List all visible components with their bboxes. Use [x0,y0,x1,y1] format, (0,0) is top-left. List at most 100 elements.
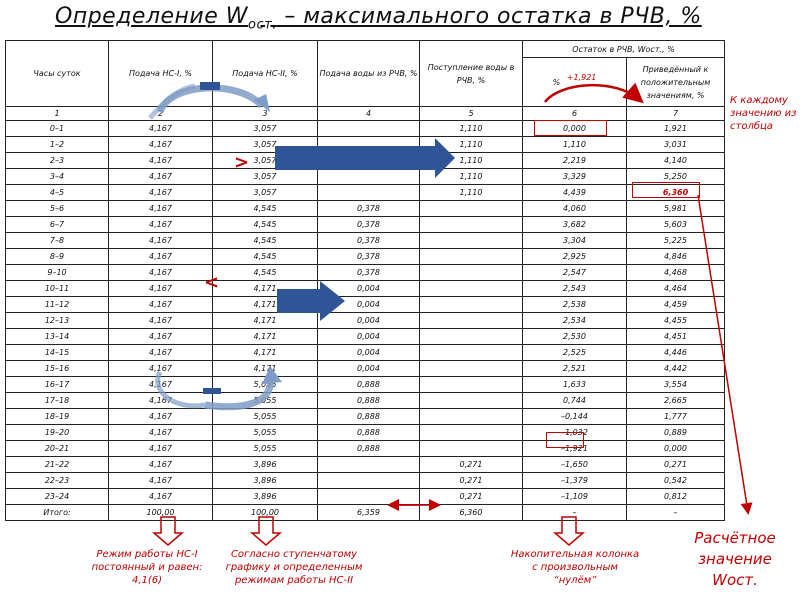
table-row: 11–12 4,167 4,171 0,004 2,538 4,459 [5,296,726,313]
supply-cell: 0,888 [317,392,420,409]
supply-cell [317,184,420,201]
remainder-cell: 2,530 [522,328,627,345]
note-result: Расчётное значение Wост. [694,529,776,589]
column-number: 1 [5,106,109,121]
inflow-cell [419,328,523,345]
total-remainder-cell: – [522,504,627,521]
supply-cell [317,152,420,169]
table-row: 7–8 4,167 4,545 0,378 3,304 5,225 [5,232,726,249]
remainder-cell: 2,525 [522,344,627,361]
ns2-cell: 4,171 [212,280,318,297]
hours-cell: 10–11 [5,280,109,297]
ns1-cell: 4,167 [108,184,213,201]
supply-cell: 0,378 [317,248,420,265]
normalized-cell: 5,225 [625,232,726,249]
hours-cell: 21–22 [5,456,109,473]
table-row: 8–9 4,167 4,545 0,378 2,925 4,846 [5,248,726,265]
column-number: 5 [419,106,523,121]
hours-cell: 22–23 [5,472,109,489]
inflow-cell [419,408,523,425]
inflow-cell [419,312,523,329]
ns2-cell: 5,055 [212,424,318,441]
remainder-cell: –1,379 [522,472,627,489]
col6-offset: +1,921 [566,72,597,82]
header-ns1: Подача НС-I, % [108,40,213,107]
ns2-cell: 3,057 [212,136,318,153]
ns2-cell: 4,545 [212,216,318,233]
supply-cell: 0,378 [317,200,420,217]
ns1-cell: 4,167 [108,168,213,185]
hours-cell: 0–1 [5,120,109,137]
ns2-cell: 4,171 [212,360,318,377]
ns2-cell: 4,545 [212,200,318,217]
supply-cell: 0,888 [317,440,420,457]
normalized-cell: 0,812 [625,488,726,505]
table-row: 2–3 4,167 3,057 1,110 2,219 4,140 [5,152,726,169]
inflow-cell: 1,110 [419,136,523,153]
supply-cell: 0,378 [317,264,420,281]
minus-sign-bottom [203,388,221,394]
table-row: 17–18 4,167 5,055 0,888 0,744 2,665 [5,392,726,409]
ns1-cell: 4,167 [108,440,213,457]
table-row: 3–4 4,167 3,057 1,110 3,329 5,250 [5,168,726,185]
hours-cell: 8–9 [5,248,109,265]
total-ns2-cell: 100,00 [212,504,318,521]
inflow-cell: 0,271 [419,456,523,473]
normalized-cell: 0,889 [625,424,726,441]
header-supply: Подача воды из РЧВ, % [317,40,420,107]
total-normalized-cell: – [625,504,726,521]
down-arrow-col6-icon [552,516,586,546]
supply-cell: 0,004 [317,280,420,297]
normalized-cell: 5,603 [625,216,726,233]
ns1-cell: 4,167 [108,280,213,297]
remainder-cell: –1,650 [522,456,627,473]
less-sign: < [204,272,220,293]
remainder-cell: 3,304 [522,232,627,249]
supply-cell [317,136,420,153]
highlight-box-max [632,182,700,198]
supply-cell: 0,888 [317,408,420,425]
inflow-cell [419,392,523,409]
inflow-cell [419,248,523,265]
page-title: Определение Wост. – максимального остатк… [55,4,702,33]
normalized-cell: 0,271 [625,456,726,473]
ns2-cell: 4,545 [212,248,318,265]
hours-cell: 5–6 [5,200,109,217]
table-row: 4–5 4,167 3,057 1,110 4,439 6,360 [5,184,726,201]
supply-cell [317,456,420,473]
ns2-cell: 4,171 [212,344,318,361]
supply-cell: 0,378 [317,216,420,233]
table-row: 13–14 4,167 4,171 0,004 2,530 4,451 [5,328,726,345]
remainder-cell: 2,547 [522,264,627,281]
col6-label: % [552,77,561,87]
down-arrow-ns1-icon [151,516,185,546]
normalized-cell: 4,846 [625,248,726,265]
header-ns2: Подача НС-II, % [212,40,318,107]
supply-cell [317,168,420,185]
table-row: 20–21 4,167 5,055 0,888 –1,921 0,000 [5,440,726,457]
header-inflow: Поступление воды в РЧВ, % [419,40,523,107]
normalized-cell: 1,777 [625,408,726,425]
normalized-cell: 3,554 [625,376,726,393]
remainder-cell: 1,110 [522,136,627,153]
remainder-cell: 2,534 [522,312,627,329]
inflow-cell [419,216,523,233]
ns1-cell: 4,167 [108,344,213,361]
normalized-cell: 0,000 [625,440,726,457]
table-row: 9–10 4,167 4,545 0,378 2,547 4,468 [5,264,726,281]
table-row: 0–1 4,167 3,057 1,110 0,000 1,921 [5,120,726,137]
hours-cell: 12–13 [5,312,109,329]
note-ns2-mode: Согласно ступенчатому графику и определе… [225,549,363,586]
inflow-cell: 0,271 [419,488,523,505]
remainder-cell: 1,633 [522,376,627,393]
minus-sign-top [200,82,220,90]
remainder-cell: –0,144 [522,408,627,425]
table-row: 5–6 4,167 4,545 0,378 4,060 5,981 [5,200,726,217]
normalized-cell: 3,031 [625,136,726,153]
ns2-cell: 3,896 [212,456,318,473]
total-inflow-cell: 6,360 [419,504,523,521]
remainder-cell: 3,329 [522,168,627,185]
normalized-cell: 4,442 [625,360,726,377]
remainder-cell: 3,682 [522,216,627,233]
